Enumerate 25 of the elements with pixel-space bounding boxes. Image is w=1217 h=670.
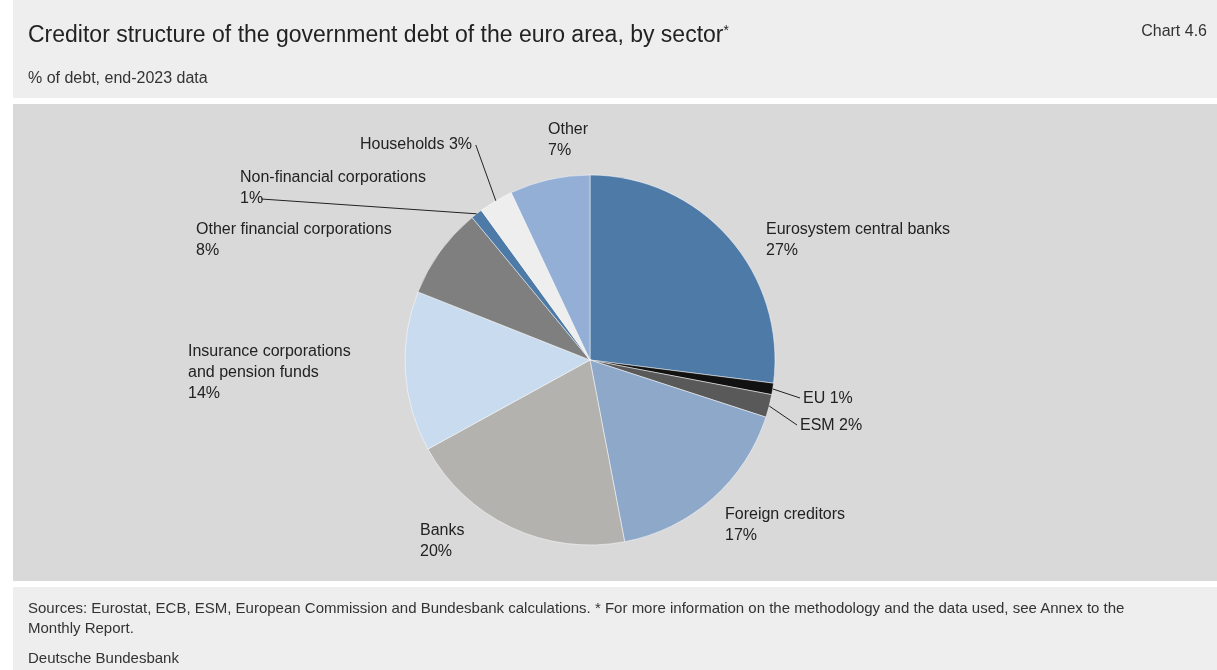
slice-label: Eurosystem central banks — [766, 220, 951, 237]
caption: Chart 4.6 — [1141, 22, 1208, 39]
slice-label: ESM — [800, 416, 835, 433]
data-label: 14% — [188, 384, 221, 401]
data-label: 17% — [725, 526, 758, 543]
slice-label: Other financial corporations — [196, 220, 392, 237]
chart-subtitle: % of debt, end-2023 data — [28, 69, 208, 86]
data-label: 3% — [448, 135, 473, 152]
data-label: 1% — [829, 389, 853, 406]
data-label: 27% — [766, 241, 799, 258]
slice-label: Households — [360, 135, 445, 152]
slice-label: Other — [548, 120, 589, 137]
data-label: 20% — [420, 542, 453, 559]
slice-label: EU — [803, 389, 826, 406]
chart-title: Creditor structure of the government debt of the euro area, by sector$^{*}$ — [28, 21, 730, 47]
text: Deutsche Bundesbank — [28, 649, 180, 666]
slice-label: Insurance corporations and pension funds — [188, 342, 351, 380]
source-note: Sources: Eurostat, ECB, ESM, European Commission and Bundesbank calculations. * For more information on the methodology and the data used, see Annex to the Monthly Report. — [28, 599, 1125, 636]
slice-label: Non-financial corporations — [240, 168, 426, 185]
data-label: 2% — [839, 416, 863, 433]
data-label: 7% — [548, 141, 572, 158]
data-label: 8% — [196, 241, 220, 258]
slice-label: Foreign creditors — [725, 505, 846, 522]
data-label: 1% — [240, 189, 264, 206]
slice-label: Banks — [420, 521, 465, 538]
